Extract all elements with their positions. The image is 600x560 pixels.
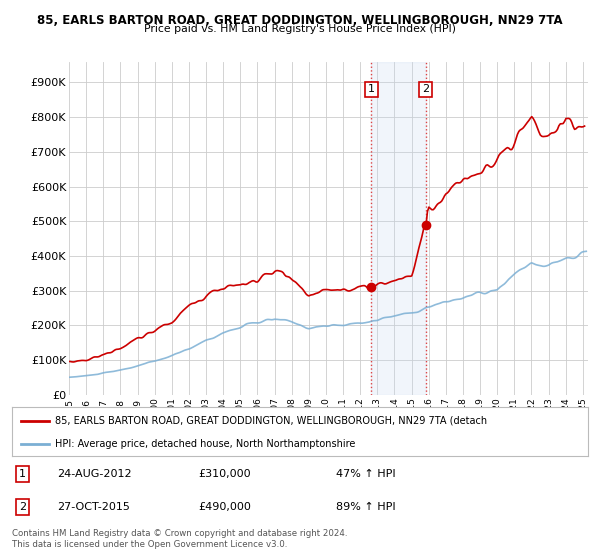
Text: 24-AUG-2012: 24-AUG-2012 xyxy=(57,469,131,479)
Bar xyxy=(371,62,425,395)
Text: Contains HM Land Registry data © Crown copyright and database right 2024.
This d: Contains HM Land Registry data © Crown c… xyxy=(12,529,347,549)
Text: HPI: Average price, detached house, North Northamptonshire: HPI: Average price, detached house, Nort… xyxy=(55,439,356,449)
Text: 85, EARLS BARTON ROAD, GREAT DODDINGTON, WELLINGBOROUGH, NN29 7TA: 85, EARLS BARTON ROAD, GREAT DODDINGTON,… xyxy=(37,14,563,27)
Text: £310,000: £310,000 xyxy=(198,469,251,479)
Text: 1: 1 xyxy=(19,469,26,479)
Text: Price paid vs. HM Land Registry's House Price Index (HPI): Price paid vs. HM Land Registry's House … xyxy=(144,24,456,34)
Text: 1: 1 xyxy=(368,85,375,95)
Text: 47% ↑ HPI: 47% ↑ HPI xyxy=(336,469,395,479)
Text: 2: 2 xyxy=(422,85,429,95)
Text: 89% ↑ HPI: 89% ↑ HPI xyxy=(336,502,395,512)
Text: 2: 2 xyxy=(19,502,26,512)
Text: £490,000: £490,000 xyxy=(198,502,251,512)
Text: 27-OCT-2015: 27-OCT-2015 xyxy=(57,502,130,512)
Text: 85, EARLS BARTON ROAD, GREAT DODDINGTON, WELLINGBOROUGH, NN29 7TA (detach: 85, EARLS BARTON ROAD, GREAT DODDINGTON,… xyxy=(55,416,487,426)
